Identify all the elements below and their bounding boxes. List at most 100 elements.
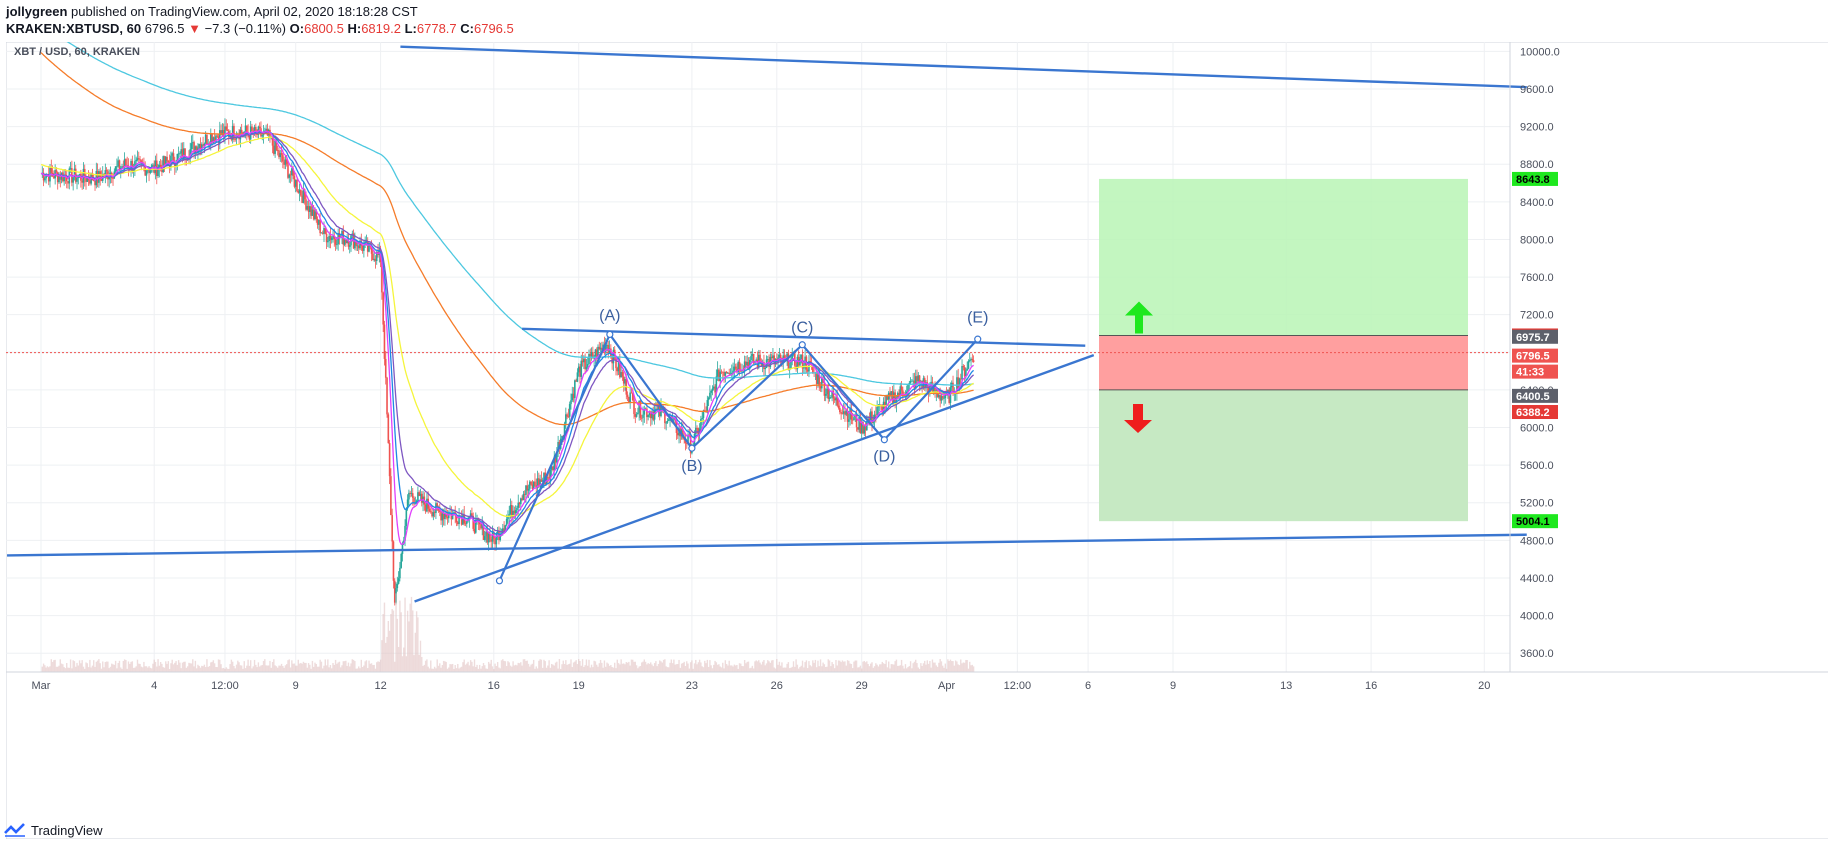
x-tick-label: Apr (938, 680, 955, 692)
volume-bar (64, 668, 67, 672)
candle-body (748, 359, 751, 369)
volume-bar (951, 661, 953, 672)
volume-bar (409, 603, 411, 672)
volume-bar (415, 611, 418, 672)
volume-bar (710, 665, 712, 672)
candle-body (787, 353, 790, 371)
candle-body (616, 368, 619, 372)
candle-body (163, 156, 166, 165)
volume-bar (161, 663, 163, 672)
volume-bar (868, 666, 871, 672)
volume-bar (527, 663, 530, 672)
candle-body (405, 508, 408, 526)
volume-bar (59, 659, 61, 672)
author-name[interactable]: jollygreen (6, 4, 68, 19)
candle-body (450, 513, 453, 520)
volume-bar (559, 668, 562, 672)
volume-bar (132, 667, 135, 672)
candle-body (206, 134, 208, 145)
volume-bar (337, 662, 339, 672)
candle-body (278, 150, 280, 158)
volume-bar (208, 666, 211, 672)
candle-body (911, 380, 913, 382)
candle-body (700, 418, 702, 429)
chart-canvas[interactable]: (A) (B) (C) (D) (E) 10000.0 9600.0 9200.0 8800.… (5, 23, 1828, 840)
volume-bar (864, 662, 867, 672)
volume-bar (139, 663, 141, 672)
candle-body (148, 170, 150, 173)
volume-bar (644, 661, 647, 672)
candle-body (329, 235, 332, 241)
candle-body (211, 133, 213, 143)
volume-bar (691, 660, 693, 672)
volume-bar (862, 661, 864, 672)
volume-bar (229, 664, 231, 672)
volume-bar (309, 664, 311, 672)
volume-bar (499, 668, 501, 672)
volume-bar (823, 664, 826, 672)
volume-bar (104, 662, 107, 672)
volume-bar (634, 661, 636, 672)
candle-body (639, 400, 642, 418)
volume-bar (643, 659, 646, 672)
volume-bar (877, 666, 880, 672)
candle-body (291, 168, 293, 176)
candle-body (167, 161, 170, 163)
footer-brand[interactable]: TradingView (31, 822, 103, 838)
candle-body (521, 498, 523, 501)
candle-body (401, 543, 404, 554)
candle-body (629, 392, 631, 403)
candle-body (414, 503, 417, 505)
volume-bar (876, 664, 878, 672)
volume-bar (109, 666, 112, 672)
tradingview-logo-icon (4, 823, 25, 837)
volume-bar (239, 665, 242, 672)
candle-body (819, 386, 822, 389)
volume-bar (257, 662, 260, 672)
candle-body (557, 441, 559, 452)
volume-bar (765, 663, 768, 672)
volume-bar (356, 668, 359, 672)
candle-body (375, 251, 378, 262)
badge-last (1512, 329, 1558, 344)
candle-body (667, 419, 670, 421)
volume-bar (188, 662, 190, 672)
volume-bar (895, 659, 898, 672)
volume-bar (355, 668, 357, 672)
volume-bar (399, 600, 401, 672)
candle-body (763, 361, 765, 370)
volume-bar (244, 668, 247, 672)
volume-bar (821, 666, 823, 672)
y-tick-label: 7600.0 (1520, 272, 1554, 284)
volume-bar (588, 659, 590, 672)
volume-bar (156, 666, 158, 672)
candle-body (821, 378, 823, 389)
volume-bar (854, 660, 856, 672)
badge-entry (1512, 388, 1558, 403)
candle-body (831, 390, 833, 398)
candle-body (282, 154, 284, 162)
volume-bar (324, 659, 326, 672)
candle-body (271, 136, 274, 146)
candle-body (305, 199, 307, 210)
volume-bar (729, 665, 732, 672)
candle-body (195, 146, 198, 154)
candle-body (108, 177, 110, 180)
volume-bar (706, 659, 709, 672)
candle-body (522, 493, 525, 501)
chart-frame[interactable]: (A) (B) (C) (D) (E) 10000.0 9600.0 9200.0 8800.… (5, 23, 1828, 840)
volume-bar (343, 661, 346, 672)
volume-bar (855, 660, 858, 672)
volume-bar (183, 661, 185, 672)
stop-zone (1099, 335, 1468, 390)
volume-bar (578, 659, 580, 672)
volume-bar (41, 666, 43, 672)
candle-body (346, 240, 348, 244)
candle-body (504, 525, 507, 531)
candle-body (786, 353, 788, 359)
volume-bar (114, 660, 117, 672)
candle-body (224, 126, 226, 137)
volume-bar (304, 662, 306, 672)
volume-bar (145, 666, 148, 672)
volume-bar (720, 667, 723, 672)
